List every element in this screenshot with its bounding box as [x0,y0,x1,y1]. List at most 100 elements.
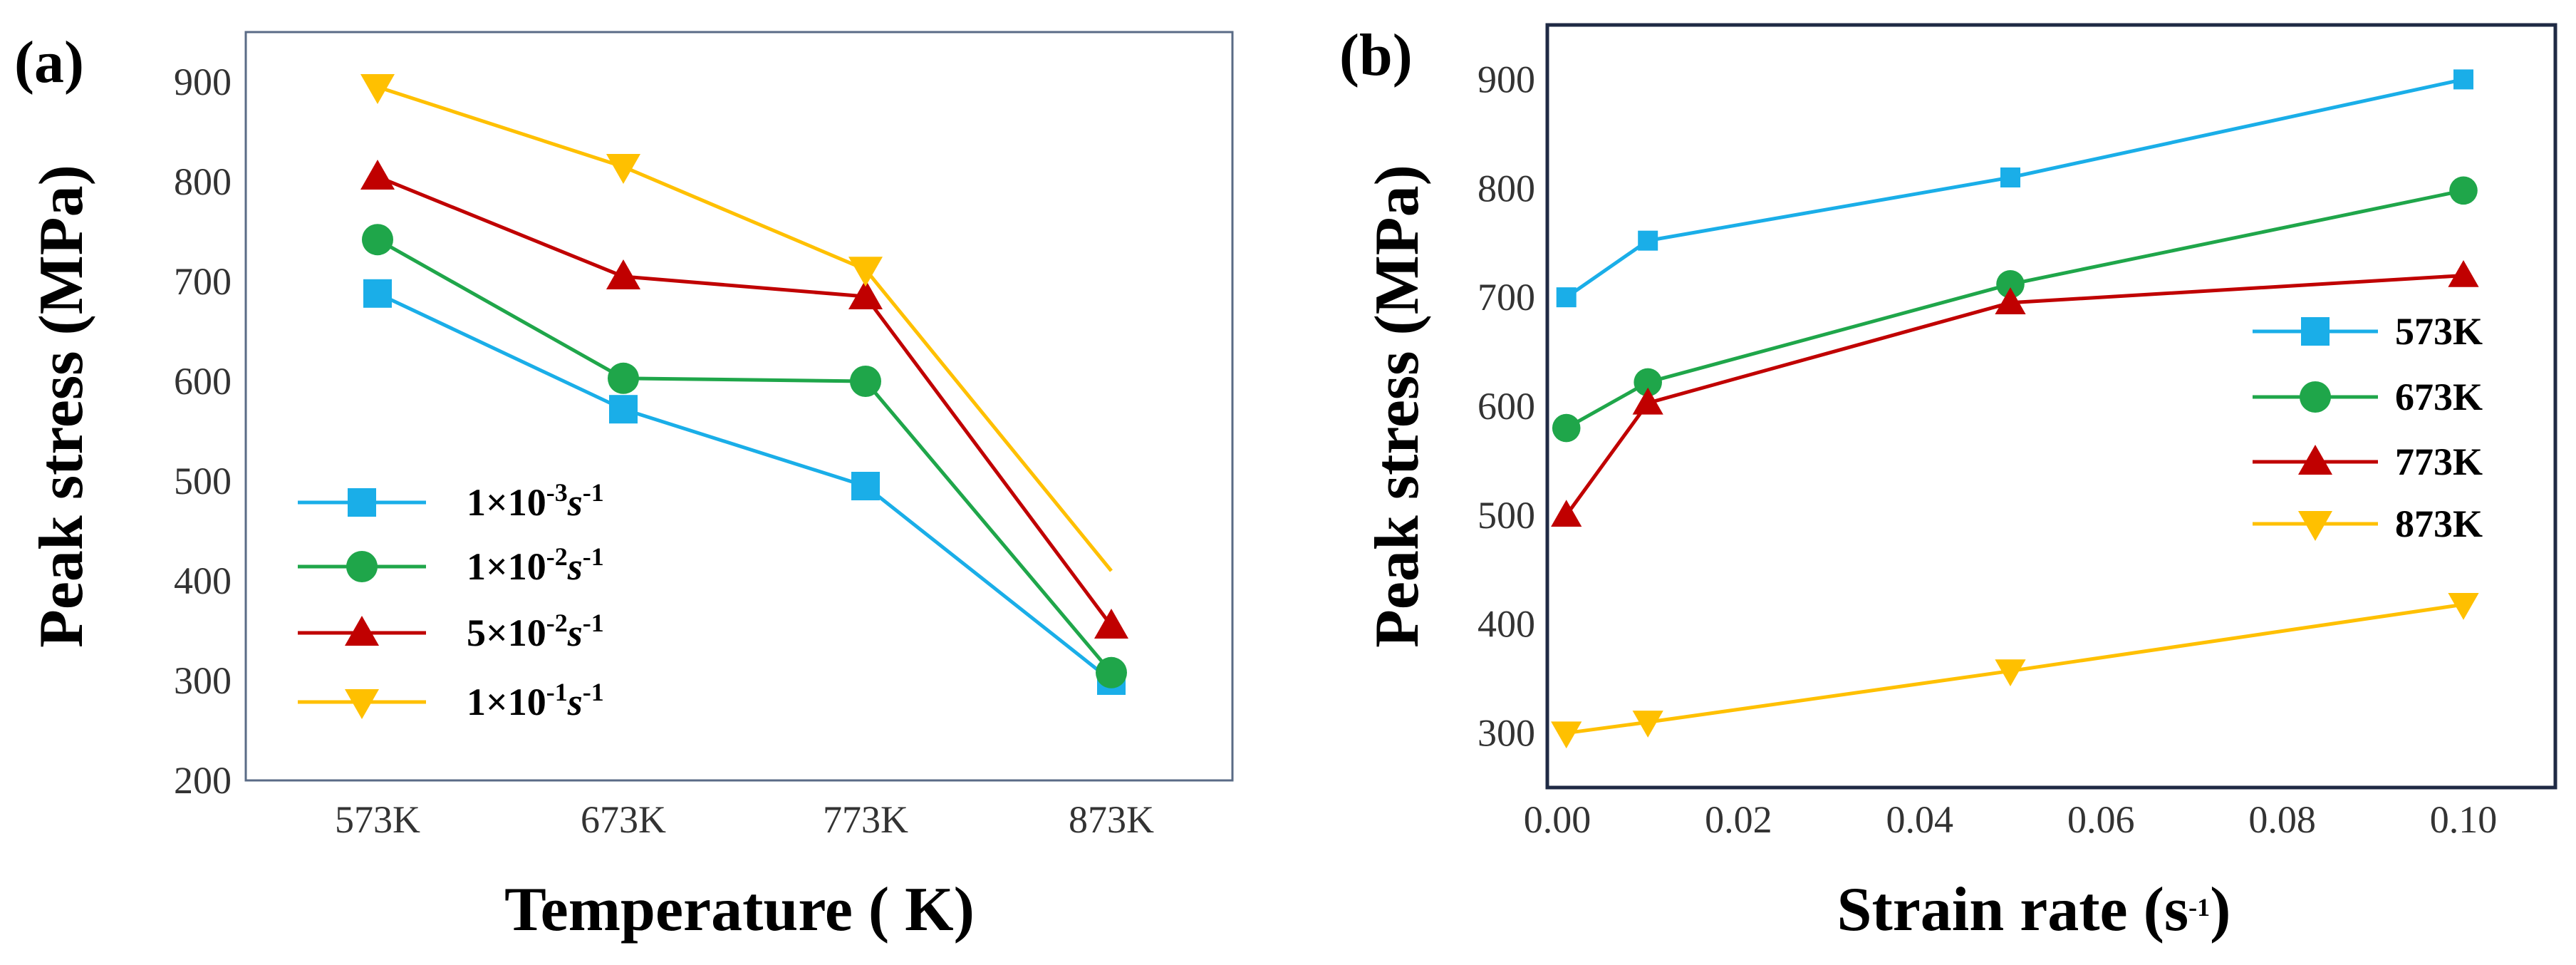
panel-b-x-tick-label: 0.04 [1886,798,1954,841]
panel-b-x-axis-title: Strain rate (s-1) [1837,875,2231,944]
data-point [850,366,881,397]
panel-b-legend-entry-1: 573K [2253,310,2483,353]
panel-a-x-axis-title: Temperature ( K) [504,875,975,944]
panel-a-series-3 [360,160,1128,639]
panel-b-legend: 573K 673K 773K 873K [2253,310,2483,545]
panel-b-legend-entry-2: 673K [2253,376,2483,418]
data-point [1638,230,1658,251]
panel-b-x-tick-label: 0.00 [1524,798,1591,841]
panel-a-x-tick-label: 673K [581,798,666,841]
chart-panel-a: (a) 200 300 400 500 600 700 800 900 573K 673K 773… [14,29,1234,944]
panel-a-x-tick-label: 773K [823,798,908,841]
panel-a-y-tick-label: 400 [174,559,232,602]
panel-b-series-4 [1551,593,2479,749]
legend-label: 873K [2395,502,2483,545]
panel-a-y-tick-label: 300 [174,659,232,702]
legend-marker [2301,317,2330,346]
data-point [1632,387,1663,415]
data-point [606,259,640,289]
series-line [377,85,1113,572]
panel-a-y-tick-label: 800 [174,160,232,203]
legend-marker [345,616,379,646]
data-point [1094,609,1128,639]
legend-label: 673K [2395,376,2483,418]
data-point [848,257,883,287]
series-line [1565,77,2464,299]
panel-b-y-tick-label: 600 [1477,385,1535,428]
data-point [1996,270,2025,299]
panel-a-legend-entry-1: 1×10-3s-1 [298,478,604,524]
panel-a-legend-entry-4: 1×10-1s-1 [298,678,604,723]
series-line [1565,188,2464,430]
data-point [362,224,393,256]
data-point [2448,593,2479,620]
panel-b-legend-entry-3: 773K [2253,440,2483,483]
panel-a-series [360,74,1128,695]
data-point [609,395,638,424]
panel-a-y-tick-label: 200 [174,759,232,802]
panel-a-series-2 [362,224,1127,688]
panel-a-legend-entry-3: 5×10-2s-1 [298,609,604,654]
data-point [2453,69,2473,90]
panel-b-series [1551,69,2479,749]
panel-b-plot-frame [1545,23,2557,790]
panel-b-x-tick-label: 0.08 [2248,798,2316,841]
legend-marker [348,488,376,517]
panel-b-y-tick-label: 400 [1477,603,1535,646]
panel-a-x-tick-label: 873K [1069,798,1154,841]
series-line [377,175,1113,627]
panel-b-legend-entry-4: 873K [2253,502,2483,545]
panel-b-y-tick-label: 700 [1477,276,1535,319]
legend-marker [2298,445,2332,475]
panel-b-x-tick-label: 0.10 [2430,798,2498,841]
data-point [608,362,639,394]
data-point [848,279,883,309]
data-point [1995,659,2026,687]
data-point [1551,500,1582,527]
data-point [1634,368,1662,397]
panel-b-y-axis-title: Peak stress (MPa) [1363,165,1432,648]
data-point [1632,711,1663,738]
panel-b-series-2 [1552,176,2478,443]
legend-label: 573K [2395,310,2483,353]
panel-a-x-ticks: 573K 673K 773K 873K [335,798,1154,841]
legend-marker [346,551,378,582]
data-point [851,472,880,500]
panel-a-y-ticks: 200 300 400 500 600 700 800 900 [174,61,232,802]
panel-a-y-axis-title: Peak stress (MPa) [27,165,96,648]
series-line [376,238,1113,674]
legend-label: 1×10-1s-1 [467,678,604,723]
data-point [606,154,640,184]
series-line [376,291,1113,682]
legend-label: 5×10-2s-1 [467,609,604,654]
legend-marker [345,689,379,719]
panel-b-y-ticks: 300 400 500 600 700 800 900 [1477,58,1535,754]
legend-label: 1×10-3s-1 [467,478,604,524]
panel-b-y-tick-label: 500 [1477,494,1535,537]
panel-b-y-tick-label: 900 [1477,58,1535,100]
data-point [1556,287,1577,308]
data-point [360,160,395,190]
data-point [2000,167,2020,187]
panel-a-legend: 1×10-3s-1 1×10-2s-1 5×10-2s-1 1×10-1s-1 [298,478,604,723]
data-point [1995,287,2026,314]
panel-b-series-3 [1551,259,2479,527]
series-line [1566,602,2464,736]
data-point [1551,721,1582,749]
data-point [2448,259,2479,287]
data-point [360,74,395,104]
panel-a-label: (a) [14,29,84,96]
panel-a-legend-entry-2: 1×10-2s-1 [298,542,604,588]
panel-b-label: (b) [1339,22,1413,88]
panel-b-series-1 [1556,69,2473,308]
data-point [2449,176,2478,205]
data-point [1552,413,1581,443]
panel-a-y-tick-label: 700 [174,260,232,303]
panel-a-x-tick-label: 573K [335,798,420,841]
panel-a-y-tick-label: 900 [174,61,232,103]
panel-b-x-tick-label: 0.06 [2067,798,2135,841]
panel-a-series-4 [360,74,1113,572]
legend-marker [2300,381,2331,413]
